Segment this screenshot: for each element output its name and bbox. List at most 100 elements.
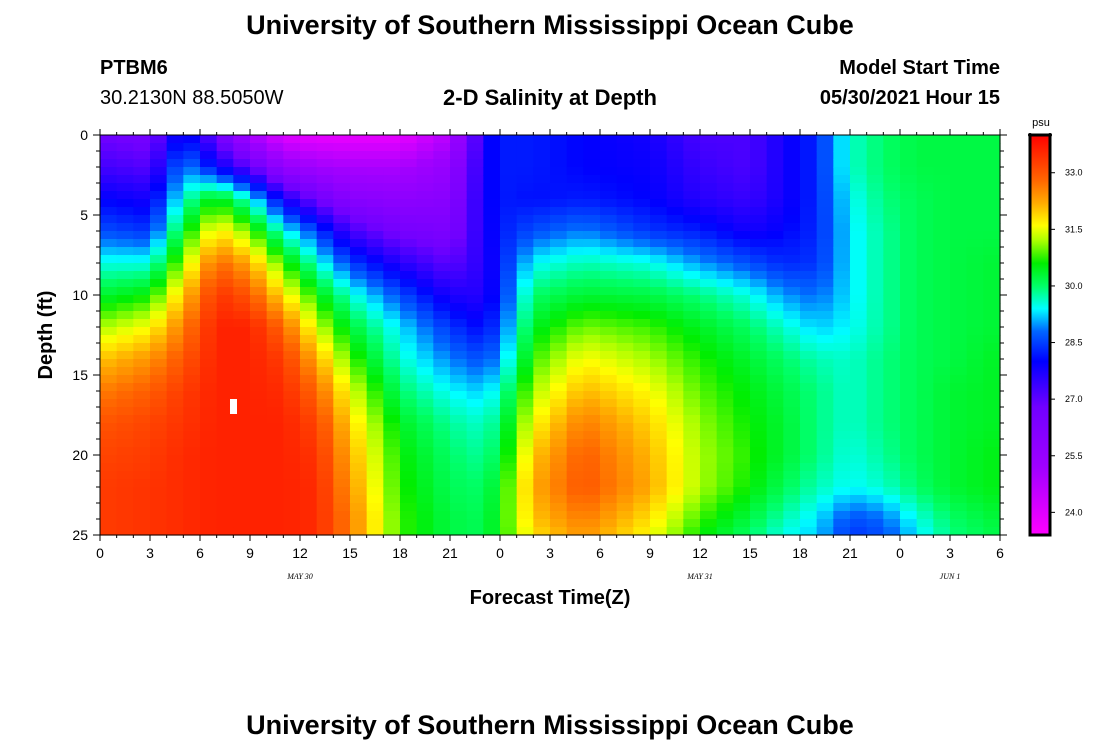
heatmap-cell	[266, 215, 284, 224]
heatmap-cell	[483, 391, 501, 400]
heatmap-cell	[133, 271, 151, 280]
heatmap-cell	[516, 351, 534, 360]
heatmap-cell	[216, 151, 234, 160]
heatmap-cell	[300, 447, 318, 456]
heatmap-cell	[633, 311, 651, 320]
heatmap-cell	[550, 175, 568, 184]
heatmap-cell	[750, 343, 768, 352]
heatmap-cell	[283, 135, 301, 144]
heatmap-cell	[666, 511, 684, 520]
heatmap-cell	[933, 175, 951, 184]
heatmap-cell	[416, 247, 434, 256]
heatmap-cell	[783, 175, 801, 184]
heatmap-cell	[800, 455, 818, 464]
heatmap-cell	[716, 487, 734, 496]
heatmap-cell	[266, 151, 284, 160]
heatmap-cell	[750, 175, 768, 184]
heatmap-cell	[483, 311, 501, 320]
heatmap-cell	[133, 495, 151, 504]
heatmap-cell	[350, 319, 368, 328]
heatmap-cell	[500, 519, 518, 528]
heatmap-cell	[650, 143, 668, 152]
heatmap-cell	[283, 503, 301, 512]
heatmap-cell	[533, 167, 551, 176]
heatmap-cell	[933, 239, 951, 248]
heatmap-cell	[650, 279, 668, 288]
heatmap-cell	[300, 423, 318, 432]
heatmap-cell	[283, 367, 301, 376]
heatmap-cell	[650, 407, 668, 416]
heatmap-cell	[366, 423, 384, 432]
heatmap-cell	[233, 407, 251, 416]
heatmap-cell	[566, 319, 584, 328]
heatmap-cell	[966, 415, 984, 424]
heatmap-cell	[550, 159, 568, 168]
heatmap-cell	[916, 319, 934, 328]
heatmap-cell	[166, 319, 184, 328]
heatmap-cell	[800, 487, 818, 496]
heatmap-cell	[300, 375, 318, 384]
heatmap-cell	[350, 503, 368, 512]
heatmap-cell	[266, 319, 284, 328]
heatmap-cell	[900, 271, 918, 280]
heatmap-cell	[650, 495, 668, 504]
heatmap-cell	[483, 199, 501, 208]
heatmap-cell	[350, 527, 368, 536]
heatmap-cell	[366, 175, 384, 184]
heatmap-cell	[400, 319, 418, 328]
heatmap-cell	[933, 271, 951, 280]
heatmap-cell	[616, 183, 634, 192]
heatmap-cell	[966, 319, 984, 328]
heatmap-cell	[533, 431, 551, 440]
heatmap-cell	[200, 143, 218, 152]
heatmap-cell	[566, 479, 584, 488]
heatmap-cell	[300, 335, 318, 344]
heatmap-cell	[100, 263, 118, 272]
heatmap-cell	[516, 455, 534, 464]
heatmap-cell	[183, 343, 201, 352]
heatmap-cell	[333, 215, 351, 224]
heatmap-cell	[433, 159, 451, 168]
heatmap-cell	[516, 471, 534, 480]
heatmap-cell	[200, 263, 218, 272]
heatmap-cell	[183, 359, 201, 368]
heatmap-cell	[700, 511, 718, 520]
heatmap-cell	[250, 495, 268, 504]
heatmap-cell	[433, 167, 451, 176]
heatmap-cell	[666, 151, 684, 160]
heatmap-cell	[933, 519, 951, 528]
heatmap-cell	[150, 391, 168, 400]
heatmap-cell	[583, 479, 601, 488]
heatmap-cell	[233, 439, 251, 448]
heatmap-cell	[483, 383, 501, 392]
heatmap-cell	[333, 407, 351, 416]
heatmap-cell	[800, 223, 818, 232]
heatmap-cell	[233, 175, 251, 184]
heatmap-cell	[566, 247, 584, 256]
heatmap-cell	[100, 527, 118, 536]
heatmap-cell	[933, 487, 951, 496]
heatmap-cell	[233, 375, 251, 384]
heatmap-cell	[700, 343, 718, 352]
heatmap-cell	[583, 431, 601, 440]
heatmap-cell	[283, 231, 301, 240]
heatmap-cell	[133, 367, 151, 376]
heatmap-cell	[216, 143, 234, 152]
heatmap-cell	[500, 327, 518, 336]
heatmap-cell	[816, 159, 834, 168]
heatmap-cell	[883, 503, 901, 512]
heatmap-cell	[783, 199, 801, 208]
heatmap-cell	[433, 135, 451, 144]
heatmap-cell	[733, 511, 751, 520]
heatmap-cell	[333, 143, 351, 152]
heatmap-cell	[900, 359, 918, 368]
heatmap-cell	[266, 407, 284, 416]
heatmap-cell	[366, 303, 384, 312]
heatmap-cell	[416, 159, 434, 168]
heatmap-cell	[600, 503, 618, 512]
heatmap-cell	[400, 359, 418, 368]
heatmap-cell	[516, 495, 534, 504]
heatmap-cell	[866, 223, 884, 232]
heatmap-cell	[166, 135, 184, 144]
